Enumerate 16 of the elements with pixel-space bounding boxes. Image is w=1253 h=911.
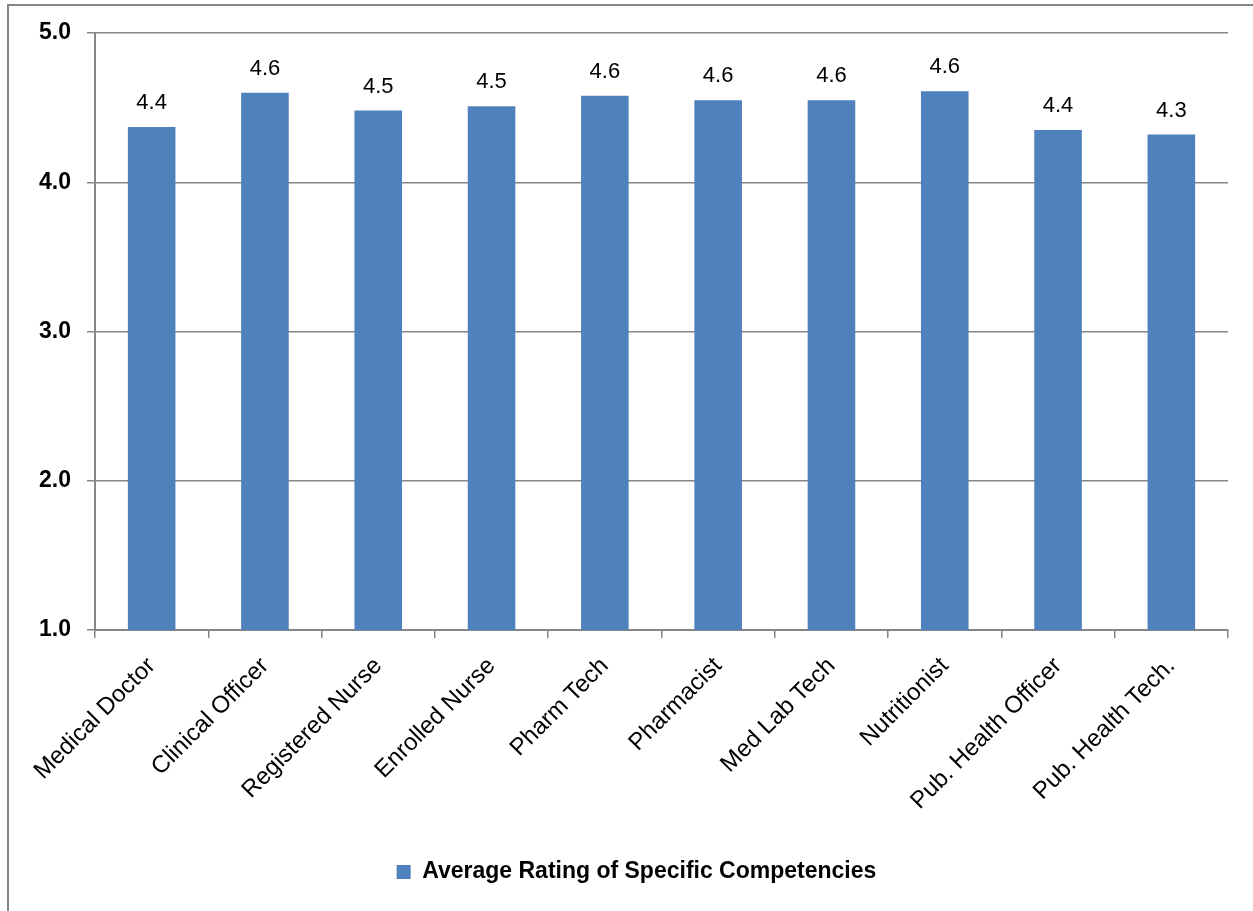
data-label: 4.5 — [362, 72, 394, 98]
data-label: 4.3 — [1156, 96, 1187, 122]
data-label: 4.6 — [816, 62, 847, 88]
y-tick-label: 3.0 — [39, 316, 71, 343]
data-label: 4.5 — [476, 68, 507, 94]
y-tick-label: 1.0 — [39, 615, 71, 642]
legend-label: Average Rating of Specific Competencies — [422, 857, 877, 884]
data-label: 4.6 — [249, 54, 281, 80]
y-tick-label: 2.0 — [39, 466, 71, 493]
y-tick-label: 4.0 — [39, 167, 71, 194]
data-label: 4.4 — [136, 89, 167, 115]
data-label: 4.6 — [589, 57, 621, 83]
data-label: 4.6 — [702, 62, 734, 88]
data-label: 4.6 — [929, 53, 961, 79]
y-tick-label: 5.0 — [39, 18, 71, 45]
data-label: 4.4 — [1042, 92, 1074, 118]
